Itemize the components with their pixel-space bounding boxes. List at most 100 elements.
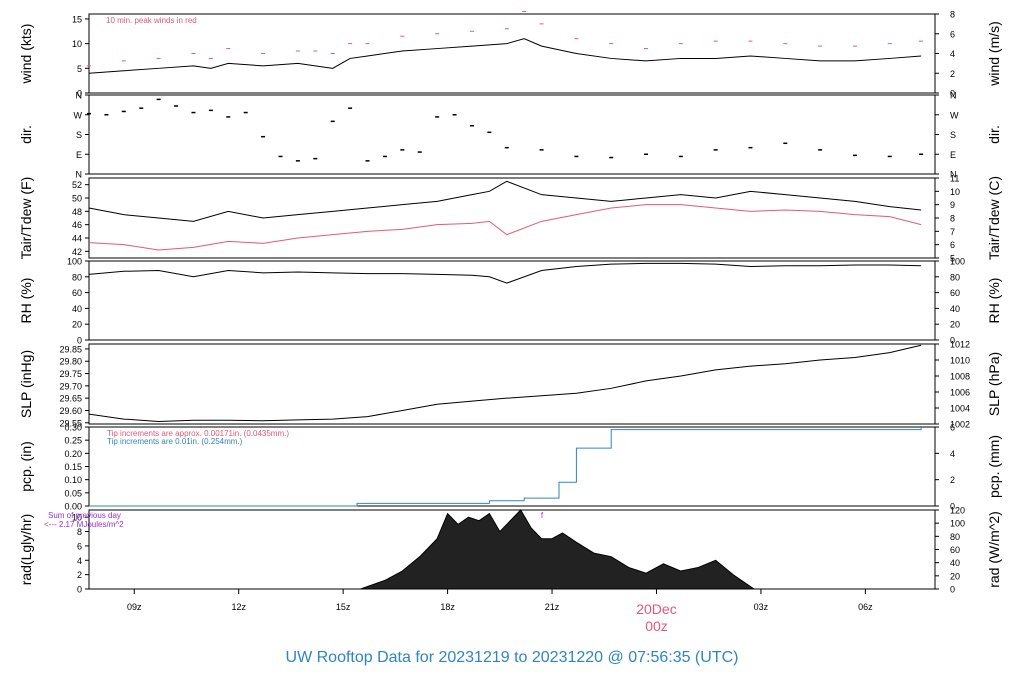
right-tick-label: 20	[950, 320, 960, 330]
radiation-area	[360, 509, 756, 590]
left-tick-label: N	[76, 170, 83, 180]
right-tick-label: 8	[950, 10, 955, 20]
right-tick-label: 2	[950, 475, 955, 485]
left-tick-label: 6	[77, 541, 82, 551]
right-axis-label: RH (%)	[986, 278, 1002, 324]
right-tick-label: E	[950, 150, 956, 160]
right-axis-label: Tair/Tdew (C)	[986, 176, 1002, 260]
left-tick-label: 2	[77, 570, 82, 580]
left-tick-label: 0.10	[64, 475, 82, 485]
panel-frame-1	[88, 94, 936, 175]
left-tick-label: W	[74, 110, 83, 120]
right-tick-label: 10	[950, 187, 960, 197]
right-tick-label: W	[950, 110, 959, 120]
series-line-0	[88, 262, 922, 284]
right-tick-label: 1010	[950, 356, 970, 366]
right-tick-label: 6	[950, 423, 955, 433]
panel-frame-0	[88, 13, 936, 94]
left-tick-label: N	[76, 91, 83, 101]
left-tick-label: 29.85	[59, 344, 82, 354]
left-tick-label: 80	[72, 272, 82, 282]
left-tick-label: S	[76, 130, 82, 140]
right-tick-label: 6	[950, 240, 955, 250]
right-tick-label: 9	[950, 200, 955, 210]
right-tick-label: 6	[950, 29, 955, 39]
right-tick-label: 11	[950, 174, 959, 184]
x-tick-label: 18z	[440, 602, 455, 612]
right-axis-label: rad (W/m^2)	[986, 511, 1002, 588]
left-tick-label: 42	[72, 247, 82, 257]
left-tick-label: 29.65	[59, 394, 82, 404]
right-tick-label: 80	[950, 272, 960, 282]
radiation-sum-value: <--- 2.17 MJoules/m^2	[44, 520, 124, 529]
left-axis-label: RH (%)	[18, 278, 34, 324]
wind-annotation: 10 min. peak winds in red	[106, 16, 197, 25]
left-tick-label: 29.55	[59, 418, 82, 428]
left-tick-label: 20	[72, 320, 82, 330]
panel-frame-2	[88, 177, 936, 259]
right-tick-label: 0	[950, 89, 955, 99]
left-axis-label: rad(Lgly/hr)	[18, 514, 34, 586]
left-tick-label: 0.15	[64, 462, 82, 472]
right-axis-label: wind (m/s)	[986, 21, 1002, 87]
left-tick-label: 50	[72, 194, 82, 204]
left-axis-label: wind (kts)	[18, 24, 34, 85]
right-tick-label: 5	[950, 254, 955, 264]
left-tick-label: 46	[72, 220, 82, 230]
right-tick-label: 40	[950, 304, 960, 314]
left-tick-label: 10	[72, 39, 82, 49]
x-tick-label: 21z	[545, 602, 560, 612]
left-tick-label: 5	[77, 64, 82, 74]
left-tick-label: 0.25	[64, 436, 82, 446]
right-tick-label: 60	[950, 288, 960, 298]
left-tick-label: 29.80	[59, 357, 82, 367]
right-tick-label: 0	[950, 585, 955, 595]
right-tick-label: 100	[950, 257, 965, 267]
right-tick-label: 8	[950, 214, 955, 224]
x-tick-label: 15z	[336, 602, 351, 612]
left-tick-label: 0.30	[64, 423, 82, 433]
left-axis-label: Tair/Tdew (F)	[18, 177, 34, 259]
left-tick-label: 8	[77, 527, 82, 537]
date-marker-label: 20Dec	[636, 601, 676, 617]
right-tick-label: N	[950, 170, 957, 180]
right-tick-label: 100	[950, 519, 965, 529]
tip-increment-note-2: Tip increments are 0.01in. (0.254mm.)	[107, 437, 243, 446]
right-tick-label: 1012	[950, 340, 970, 350]
right-tick-label: 1002	[950, 420, 970, 430]
left-axis-label: dir.	[18, 125, 34, 144]
right-tick-label: 1008	[950, 372, 970, 382]
date-marker-sublabel: 00z	[645, 618, 668, 634]
right-tick-label: 120	[950, 506, 965, 516]
left-axis-label: SLP (inHg)	[18, 350, 34, 418]
left-axis-label: pcp. (in)	[18, 441, 34, 492]
left-tick-label: 29.75	[59, 369, 82, 379]
panel-frame-3	[88, 260, 936, 341]
left-tick-label: 0	[77, 585, 82, 595]
right-tick-label: 7	[950, 227, 955, 237]
x-tick-label: 03z	[754, 602, 769, 612]
right-tick-label: 0	[950, 336, 955, 346]
left-tick-label: 0.20	[64, 449, 82, 459]
left-tick-label: 60	[72, 288, 82, 298]
left-tick-label: 0.00	[64, 502, 82, 512]
right-tick-label: 4	[950, 449, 955, 459]
right-tick-label: 40	[950, 558, 960, 568]
left-tick-label: 4	[77, 556, 82, 566]
left-tick-label: 100	[67, 257, 82, 267]
right-tick-label: 2	[950, 69, 955, 79]
right-tick-label: S	[950, 130, 956, 140]
right-tick-label: 1006	[950, 388, 970, 398]
left-tick-label: E	[76, 150, 82, 160]
left-tick-label: 0.05	[64, 488, 82, 498]
left-tick-label: 52	[72, 180, 82, 190]
series-line-0	[88, 180, 922, 222]
right-tick-label: 80	[950, 532, 960, 542]
right-tick-label: 0	[950, 502, 955, 512]
right-tick-label: N	[950, 91, 957, 101]
right-tick-label: 60	[950, 545, 960, 555]
radiation-sum-label: Sum of previous day	[48, 511, 121, 520]
right-tick-label: 4	[950, 49, 955, 59]
right-tick-label: 20	[950, 571, 960, 581]
